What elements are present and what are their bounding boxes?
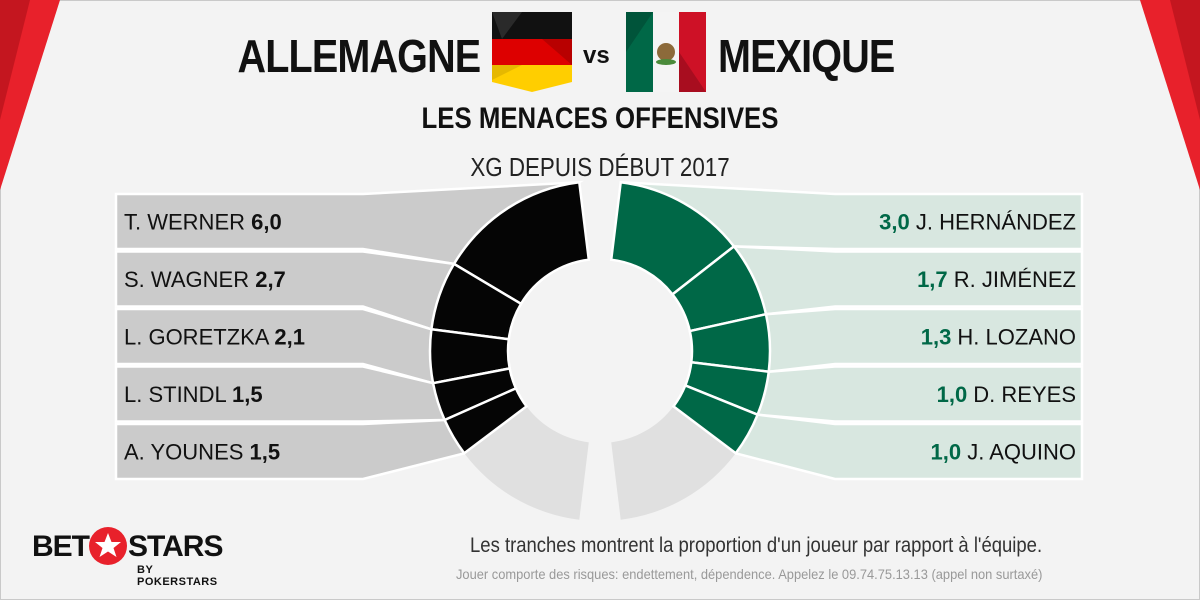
player-name: R. JIMÉNEZ xyxy=(954,267,1076,292)
mexico-donut-remainder xyxy=(611,406,736,520)
red-corner-right-decoration xyxy=(1140,0,1200,190)
germany-player-label: L. GORETZKA 2,1 xyxy=(124,325,305,350)
vs-label: vs xyxy=(583,42,610,69)
player-name: S. WAGNER xyxy=(124,267,255,292)
logo-stars-text: STARS xyxy=(128,530,223,563)
player-name: J. HERNÁNDEZ xyxy=(916,210,1076,235)
header: ALLEMAGNE vs MEXIQUE xyxy=(0,0,1200,100)
germany-flag-icon xyxy=(492,12,572,92)
germany-player-label: A. YOUNES 1,5 xyxy=(124,440,280,465)
player-xg-value: 2,1 xyxy=(274,325,305,350)
chart-title: LES MENACES OFFENSIVES xyxy=(421,102,779,135)
player-xg-value: 3,0 xyxy=(879,210,916,235)
player-name: L. STINDL xyxy=(124,382,232,407)
logo-subtitle: BY POKERSTARS xyxy=(137,564,218,588)
chart-subtitle: XG DEPUIS DÉBUT 2017 xyxy=(470,152,730,182)
logo-bet-text: BET xyxy=(32,530,90,563)
red-corner-left-decoration xyxy=(0,0,60,190)
mexico-flag-icon xyxy=(626,12,706,92)
star-icon xyxy=(89,527,127,565)
team-right-name: MEXIQUE xyxy=(718,30,895,82)
germany-donut-slice xyxy=(442,386,529,456)
player-xg-value: 1,0 xyxy=(937,382,974,407)
player-name: T. WERNER xyxy=(124,210,251,235)
player-xg-value: 2,7 xyxy=(255,267,286,292)
germany-player-label: T. WERNER 6,0 xyxy=(124,210,282,235)
player-name: D. REYES xyxy=(973,382,1076,407)
mexico-player-label: 1,0 J. AQUINO xyxy=(931,440,1077,465)
player-xg-value: 1,5 xyxy=(232,382,263,407)
player-xg-value: 1,7 xyxy=(917,267,954,292)
player-name: L. GORETZKA xyxy=(124,325,274,350)
mexico-player-label: 3,0 J. HERNÁNDEZ xyxy=(879,210,1076,235)
betstars-logo: BET STARS BY POKERSTARS xyxy=(32,526,232,588)
player-name: J. AQUINO xyxy=(967,440,1076,465)
germany-donut-remainder xyxy=(464,406,589,520)
mexico-player-label: 1,3 H. LOZANO xyxy=(921,325,1076,350)
player-xg-value: 6,0 xyxy=(251,210,282,235)
player-xg-value: 1,5 xyxy=(250,440,281,465)
footer-note: Les tranches montrent la proportion d'un… xyxy=(469,534,1042,557)
mexico-donut-slice xyxy=(671,383,760,456)
team-left-name: ALLEMAGNE xyxy=(237,30,481,82)
mexico-player-label: 1,0 D. REYES xyxy=(937,382,1076,407)
germany-player-label: S. WAGNER 2,7 xyxy=(124,267,286,292)
player-xg-value: 1,0 xyxy=(931,440,968,465)
footer-legal-disclaimer: Jouer comporte des risques: endettement,… xyxy=(455,566,1042,582)
player-name: H. LOZANO xyxy=(957,325,1076,350)
germany-player-label: L. STINDL 1,5 xyxy=(124,382,263,407)
player-name: A. YOUNES xyxy=(124,440,250,465)
mexico-player-label: 1,7 R. JIMÉNEZ xyxy=(917,267,1076,292)
player-xg-value: 1,3 xyxy=(921,325,958,350)
